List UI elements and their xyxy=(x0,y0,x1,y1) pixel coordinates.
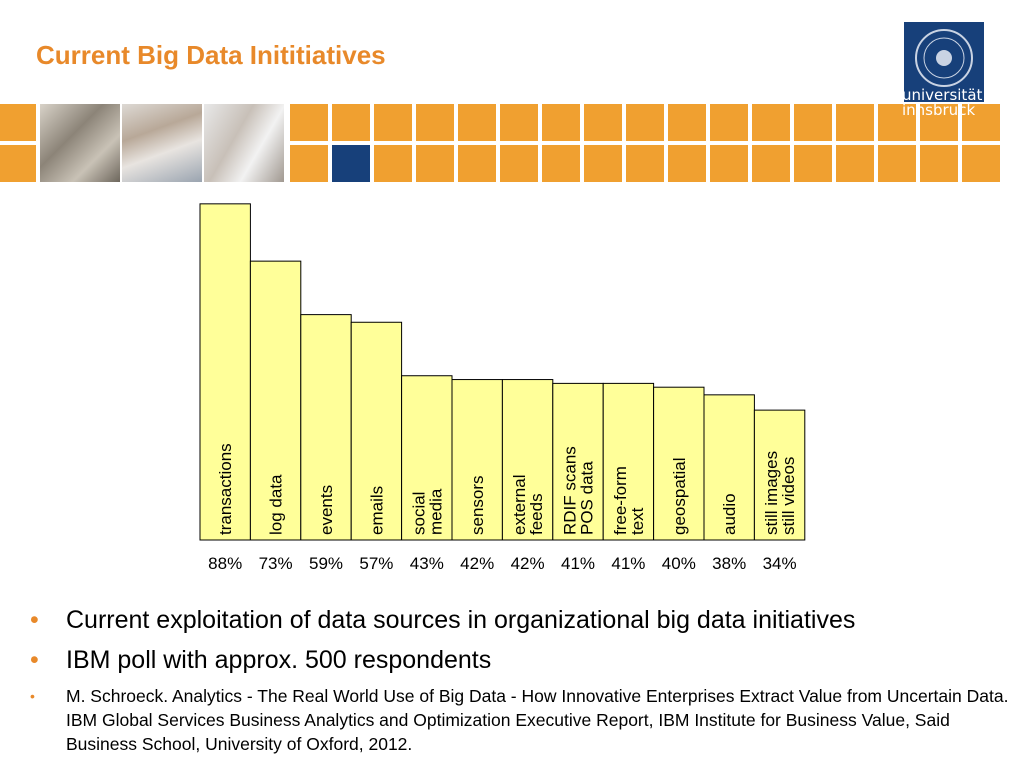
logo-line-1: universität xyxy=(902,86,983,104)
banner-tile xyxy=(458,104,496,141)
banner-tile xyxy=(710,145,748,182)
bar-value-label: 41% xyxy=(611,554,645,573)
bar-category-label: geospatial xyxy=(670,457,689,535)
bullet-dot-icon: • xyxy=(30,646,39,674)
banner-tile xyxy=(920,104,958,141)
bar-category-label: emails xyxy=(367,486,386,535)
bar xyxy=(249,260,302,541)
bullet-item: • M. Schroeck. Analytics - The Real World… xyxy=(30,684,1010,756)
banner-tile-blue xyxy=(332,145,370,182)
banner-tile xyxy=(668,145,706,182)
banner-tile xyxy=(752,145,790,182)
bar xyxy=(653,386,705,541)
banner-tile xyxy=(542,145,580,182)
bar xyxy=(451,379,503,541)
bullet-dot-icon: • xyxy=(30,688,35,704)
bar xyxy=(602,382,655,541)
university-seal-logo xyxy=(904,22,984,102)
bar-value-label: 43% xyxy=(410,554,444,573)
bar xyxy=(401,375,453,541)
bar xyxy=(350,321,403,541)
banner-tile xyxy=(0,104,36,141)
banner-tile xyxy=(794,104,832,141)
banner-tile xyxy=(584,145,622,182)
bar-category-label: socialmedia xyxy=(409,488,445,535)
bullet-dot-icon: • xyxy=(30,606,39,634)
bullet-list: • Current exploitation of data sources in… xyxy=(30,604,1010,756)
bullet-item: • IBM poll with approx. 500 respondents xyxy=(30,644,1010,676)
bar-value-label: 40% xyxy=(662,554,696,573)
bullet-text: IBM poll with approx. 500 respondents xyxy=(66,646,492,674)
banner-tile xyxy=(500,104,538,141)
banner-tile xyxy=(752,104,790,141)
bar xyxy=(300,314,352,541)
banner-tile xyxy=(626,145,664,182)
bar-category-label: free-formtext xyxy=(611,466,647,535)
scientist-photo xyxy=(122,104,202,182)
banner-tile xyxy=(794,145,832,182)
building-photo xyxy=(40,104,120,182)
header-banner xyxy=(0,100,1024,184)
banner-tile xyxy=(0,145,36,182)
banner-tile xyxy=(878,145,916,182)
bar-value-label: 34% xyxy=(763,554,797,573)
bar-category-label: RDIF scansPOS data xyxy=(561,446,597,535)
bullet-item: • Current exploitation of data sources in… xyxy=(30,604,1010,636)
banner-tile xyxy=(416,145,454,182)
banner-tile xyxy=(290,104,328,141)
bar xyxy=(199,203,251,541)
banner-tile xyxy=(500,145,538,182)
banner-tile xyxy=(416,104,454,141)
bar-value-label: 73% xyxy=(259,554,293,573)
bar-category-label: externalfeeds xyxy=(510,475,546,535)
banner-tile xyxy=(710,104,748,141)
banner-tile xyxy=(836,145,874,182)
banner-tile xyxy=(878,104,916,141)
students-photo xyxy=(204,104,284,182)
bar-value-label: 59% xyxy=(309,554,343,573)
banner-tile xyxy=(584,104,622,141)
bar-value-label: 57% xyxy=(359,554,393,573)
banner-tile xyxy=(374,104,412,141)
bar-category-label: log data xyxy=(267,474,286,535)
banner-tile xyxy=(626,104,664,141)
banner-tile xyxy=(458,145,496,182)
bar-category-label: transactions xyxy=(216,443,235,535)
bar-category-label: sensors xyxy=(468,475,487,535)
bar-category-label: still imagesstill videos xyxy=(762,451,798,535)
bullet-text: M. Schroeck. Analytics - The Real World … xyxy=(66,686,1009,754)
banner-tile xyxy=(920,145,958,182)
orange-tile-grid xyxy=(0,104,1000,182)
banner-tile xyxy=(542,104,580,141)
banner-tile xyxy=(290,145,328,182)
banner-tile xyxy=(962,145,1000,182)
logo-line-2: innsbruck xyxy=(902,101,976,119)
banner-tile xyxy=(962,104,1000,141)
bar-chart: transactions 88% log data 73% events 59% email… xyxy=(199,203,806,573)
banner-tile xyxy=(836,104,874,141)
bar-value-label: 42% xyxy=(511,554,545,573)
bar-value-label: 88% xyxy=(208,554,242,573)
university-logo-text: universität innsbruck xyxy=(902,88,1024,128)
bar-value-label: 41% xyxy=(561,554,595,573)
banner-tile xyxy=(332,104,370,141)
bar-category-label: events xyxy=(317,485,336,535)
bar-value-label: 38% xyxy=(712,554,746,573)
banner-tile xyxy=(374,145,412,182)
bar-category-label: audio xyxy=(720,493,739,535)
slide-title: Current Big Data Inititiatives xyxy=(36,40,386,70)
banner-tile xyxy=(668,104,706,141)
bar xyxy=(703,394,755,541)
bullet-text: Current exploitation of data sources in … xyxy=(66,606,856,634)
bar-value-label: 42% xyxy=(460,554,494,573)
bar xyxy=(753,409,806,541)
